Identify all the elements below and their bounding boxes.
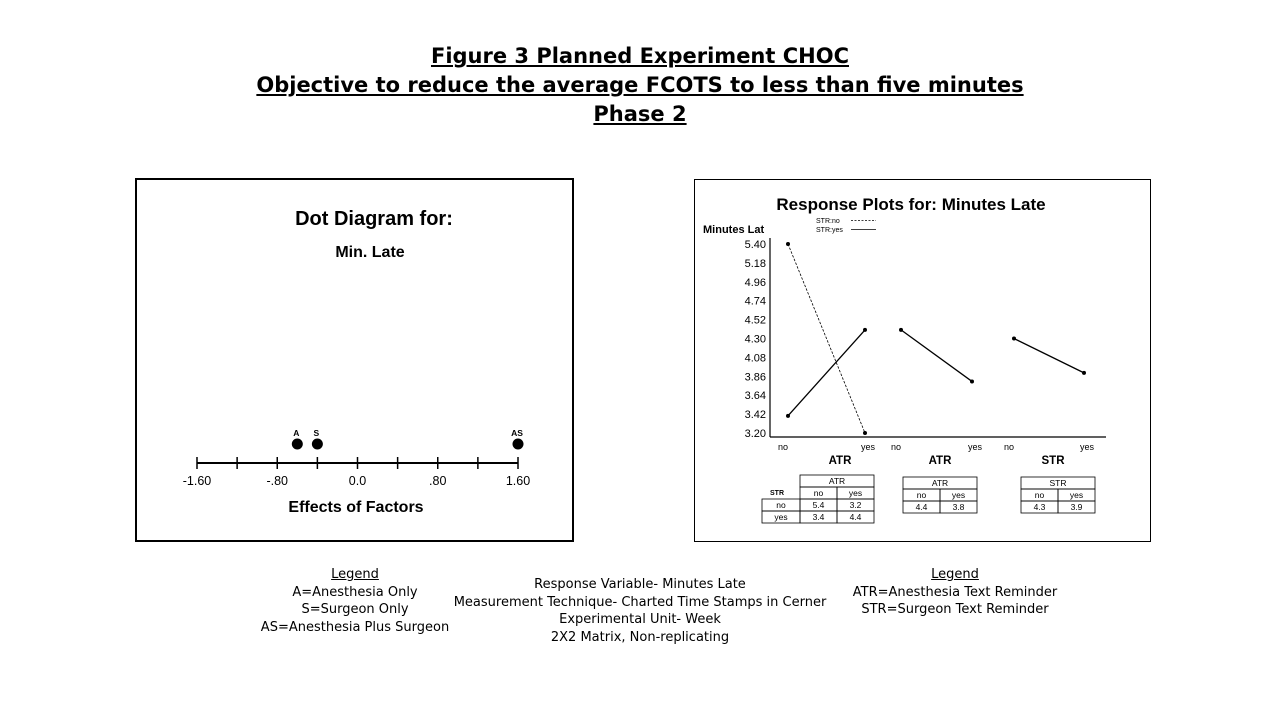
table-text: 3.8 — [953, 502, 965, 512]
table-text: ATR — [932, 478, 948, 488]
table-text: no — [917, 490, 927, 500]
series-point — [899, 327, 903, 332]
title-line-1: Figure 3 Planned Experiment CHOC — [430, 44, 849, 68]
dot-axis-tick-label: -.80 — [266, 474, 288, 488]
table-text: no — [1035, 490, 1045, 500]
dot-diagram-title: Dot Diagram for: — [295, 208, 453, 230]
y-tick-label: 4.52 — [745, 315, 766, 327]
table-text: 4.4 — [850, 512, 862, 522]
table-text: yes — [849, 488, 862, 498]
series-point — [863, 431, 867, 435]
series-line — [787, 243, 866, 434]
dot-point-label: AS — [511, 428, 523, 438]
dot-point — [291, 438, 303, 450]
response-plot-title: Response Plots for: Minutes Late — [776, 195, 1045, 214]
series-line — [787, 329, 866, 417]
dot-axis-tick-label: -1.60 — [183, 474, 212, 488]
legend-factors-item: A=Anesthesia Only — [292, 584, 418, 600]
table-text: no — [814, 488, 824, 498]
dot-diagram-subtitle: Min. Late — [335, 244, 404, 261]
x-tick-label: yes — [1080, 442, 1095, 452]
y-tick-label: 4.08 — [745, 352, 766, 364]
series-point — [863, 327, 867, 332]
legend-factors-item: S=Surgeon Only — [301, 602, 409, 617]
legend-reminders-item: ATR=Anesthesia Text Reminder — [852, 584, 1058, 600]
table-text: no — [776, 500, 786, 510]
table-cell — [1057, 500, 1096, 514]
series-line — [1013, 337, 1085, 374]
series-line — [900, 329, 973, 382]
experiment-note: Response Variable- Minutes Late — [534, 577, 746, 592]
experiment-note: Experimental Unit- Week — [559, 612, 721, 627]
table-text: 4.3 — [1034, 502, 1046, 512]
table-text: 3.9 — [1071, 502, 1083, 512]
legend-reminders-header: Legend — [931, 567, 979, 582]
series-point — [1012, 336, 1016, 341]
x-axis-label: ATR — [829, 455, 852, 467]
dot-point-label: S — [314, 428, 320, 438]
dot-axis-tick-label: .80 — [429, 474, 446, 488]
y-tick-label: 4.96 — [745, 277, 766, 289]
y-tick-label: 3.64 — [745, 390, 766, 402]
x-tick-label: no — [1004, 442, 1014, 452]
dot-diagram-chart: Dot Diagram for: Min. Late -1.60 -.80 0.0 .80… — [183, 208, 530, 516]
legend-reminders-item: STR=Surgeon Text Reminder — [861, 602, 1049, 617]
table-text: yes — [774, 512, 787, 522]
dot-point-label: A — [293, 428, 299, 438]
table-text: yes — [952, 490, 965, 500]
dot-diagram-panel: Dot Diagram for: Min. Late -1.60 -.80 0.0 .80… — [135, 178, 574, 542]
x-axis-label: ATR — [929, 455, 952, 467]
table-cell — [939, 500, 978, 514]
y-tick-label: 4.74 — [745, 296, 766, 308]
table-text: ATR — [829, 476, 845, 486]
table-text: 3.4 — [813, 512, 825, 522]
table-text: 4.4 — [916, 502, 928, 512]
series-point — [786, 413, 790, 418]
x-axis-label: STR — [1042, 455, 1066, 467]
y-tick-label: 5.18 — [745, 258, 766, 270]
y-tick-label: 3.20 — [745, 428, 766, 440]
table-text: STR — [1050, 478, 1067, 488]
title-line-2: Objective to reduce the average FCOTS to… — [256, 73, 1024, 97]
dot-axis-tick-label: 0.0 — [349, 474, 366, 488]
experiment-notes: Response Variable- Minutes Late Measurem… — [440, 576, 840, 646]
figure-title: Figure 3 Planned Experiment CHOC Objecti… — [0, 42, 1280, 129]
y-tick-label: 3.42 — [745, 409, 766, 421]
series-legend-label: STR:yes — [816, 227, 843, 234]
experiment-note: 2X2 Matrix, Non-replicating — [550, 629, 730, 645]
series-point — [786, 242, 790, 246]
x-tick-label: yes — [968, 442, 983, 452]
response-plots-panel: Response Plots for: Minutes Late Minutes … — [694, 179, 1151, 542]
table-text: 5.4 — [813, 500, 825, 510]
legend-factors-header: Legend — [331, 567, 379, 582]
dot-axis-label: Effects of Factors — [288, 499, 423, 516]
y-axis-label: Minutes Lat — [703, 224, 764, 236]
y-tick-label: 4.30 — [745, 334, 766, 346]
table-cell — [836, 510, 875, 524]
dot-axis-tick-label: 1.60 — [506, 474, 530, 488]
series-point — [1082, 370, 1086, 375]
series-legend-label: STR:no — [816, 218, 840, 225]
x-tick-label: no — [778, 442, 788, 452]
legend-reminders: Legend ATR=Anesthesia Text Reminder STR=… — [850, 566, 1060, 619]
experiment-note: Measurement Technique- Charted Time Stam… — [453, 594, 827, 610]
x-tick-label: yes — [861, 442, 876, 452]
legend-factors-item: AS=Anesthesia Plus Surgeon — [260, 619, 450, 635]
title-line-3: Phase 2 — [593, 102, 687, 126]
table-text: 3.2 — [850, 500, 862, 510]
dot-point — [512, 438, 524, 450]
series-point — [970, 379, 974, 384]
y-tick-label: 5.40 — [745, 239, 766, 251]
dot-point — [311, 438, 323, 450]
y-tick-label: 3.86 — [745, 371, 766, 383]
x-tick-label: no — [891, 442, 901, 452]
legend-factors: Legend A=Anesthesia Only S=Surgeon Only … — [255, 566, 455, 636]
table-row-header: STR — [770, 490, 784, 497]
table-text: yes — [1070, 490, 1083, 500]
response-plots-chart: Response Plots for: Minutes Late Minutes … — [703, 195, 1106, 524]
